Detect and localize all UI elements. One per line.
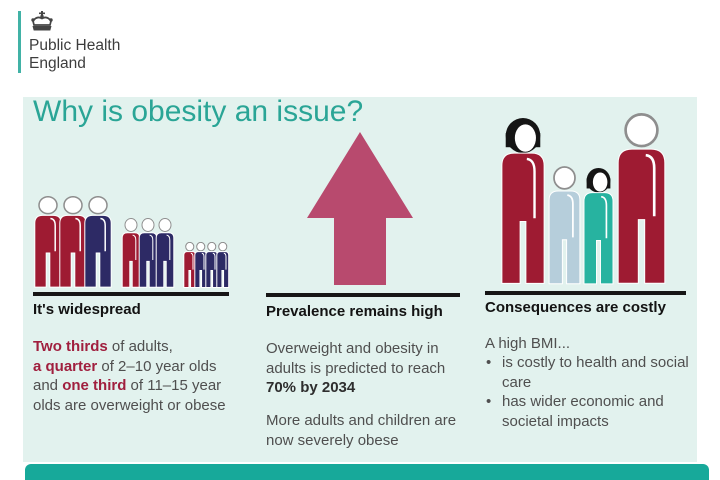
bmi-intro-text: A high BMI... <box>485 335 571 352</box>
up-arrow-icon <box>307 132 413 285</box>
bmi-bullet-item: is costly to health and social care <box>485 353 693 392</box>
bmi-bullet-list: is costly to health and social care has … <box>485 353 693 431</box>
family-figure-child <box>583 168 614 285</box>
footer-accent-bar <box>25 464 709 480</box>
bmi-bullet-item: has wider economic and societal impacts <box>485 392 693 431</box>
family-graphic <box>497 112 672 285</box>
family-figure-man <box>617 113 666 284</box>
crown-icon <box>31 11 53 31</box>
widespread-text: Two thirds of adults, a quarter of 2–10 … <box>33 338 226 414</box>
family-figure-child <box>548 166 581 285</box>
heading-prevalence: Prevalence remains high <box>266 303 443 320</box>
divider-consequences <box>485 291 686 295</box>
family-figure-woman <box>501 118 545 284</box>
logo-org-name: Public Health England <box>29 37 121 72</box>
page-title: Why is obesity an issue? <box>33 95 364 128</box>
divider-prevalence <box>266 293 460 297</box>
prevalence-text-2: More adults and children are now severel… <box>266 412 457 449</box>
prevalence-text-1: Overweight and obesity in adults is pred… <box>266 340 446 396</box>
divider-widespread <box>33 292 229 296</box>
heading-consequences: Consequences are costly <box>485 299 666 316</box>
logo-accent-bar <box>18 11 21 73</box>
people-groups-graphic <box>33 196 233 288</box>
heading-widespread: It's widespread <box>33 301 141 318</box>
